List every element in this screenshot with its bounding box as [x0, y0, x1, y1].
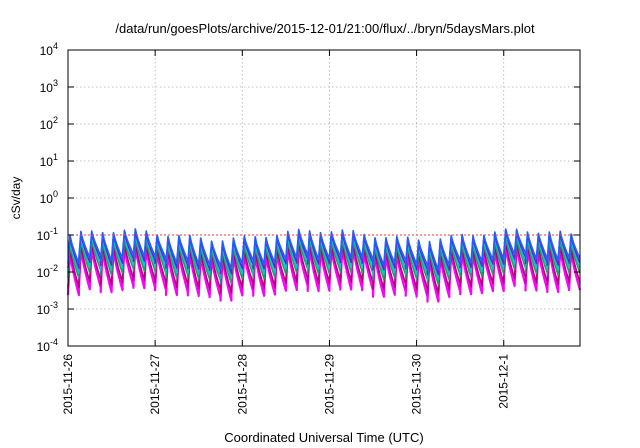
x-axis-label: Coordinated Universal Time (UTC)	[224, 430, 423, 445]
x-tick-label: 2015-12-1	[497, 354, 511, 409]
x-tick-label: 2015-11-27	[148, 354, 162, 415]
y-tick-label: 104	[40, 41, 58, 58]
x-tick-label: 2015-11-26	[61, 354, 75, 415]
y-axis: 104 103 102 101 100 10-1 10-2 10-3 10-4	[37, 41, 580, 354]
series-line	[67, 228, 581, 271]
y-tick-label: 10-3	[37, 300, 58, 317]
x-axis: 2015-11-26 2015-11-27 2015-11-28 2015-11-29…	[61, 50, 511, 415]
y-tick-label: 10-1	[37, 226, 58, 243]
y-tick-label: 10-4	[37, 337, 58, 354]
chart-title: /data/run/goesPlots/archive/2015-12-01/2…	[115, 21, 535, 36]
y-tick-label: 103	[40, 78, 58, 95]
x-tick-label: 2015-11-29	[322, 354, 336, 415]
series-group	[66, 228, 582, 303]
y-tick-label: 100	[40, 189, 58, 206]
y-tick-label: 10-2	[37, 263, 58, 280]
y-tick-label: 102	[40, 115, 58, 132]
x-tick-label: 2015-11-30	[410, 354, 424, 415]
y-axis-label: cSv/day	[9, 177, 23, 220]
x-tick-label: 2015-11-28	[235, 354, 249, 415]
y-tick-label: 101	[40, 152, 58, 169]
